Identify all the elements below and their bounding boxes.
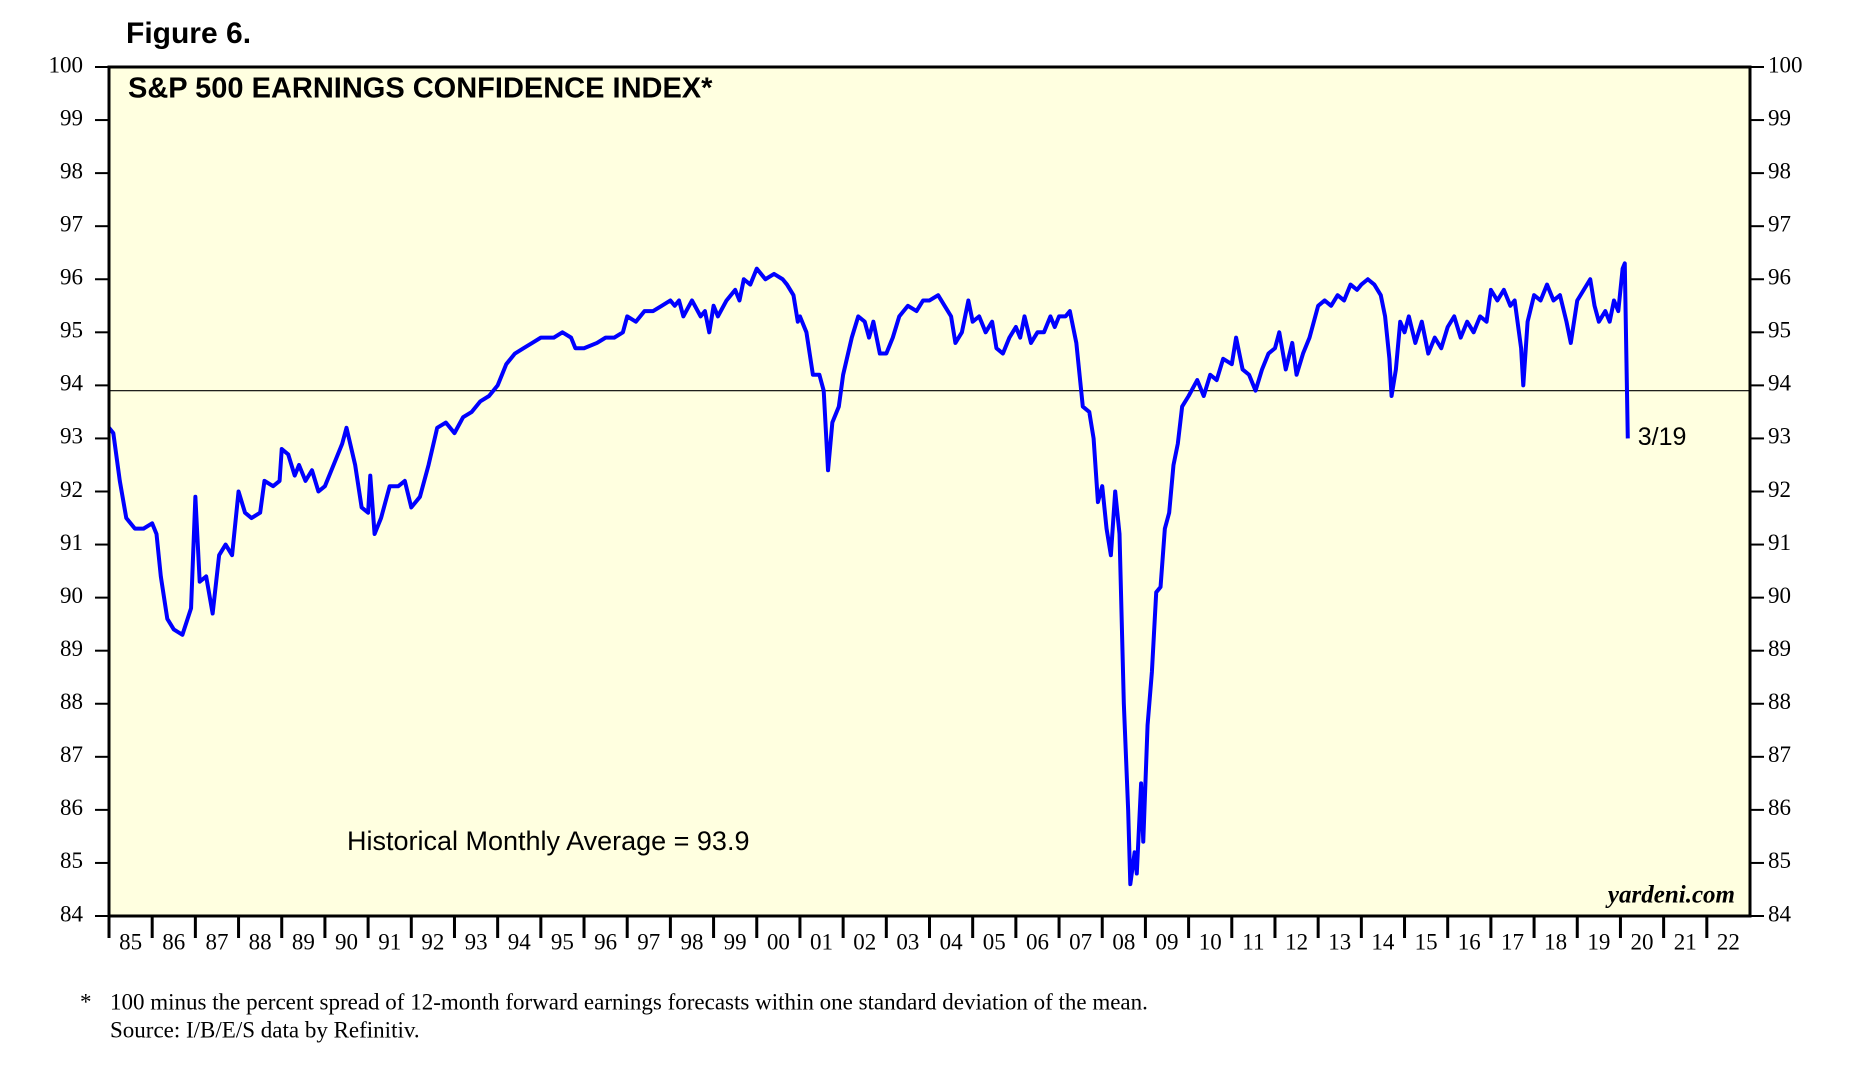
y-tick-label: 98 bbox=[60, 158, 83, 183]
y-tick-label: 92 bbox=[60, 477, 83, 502]
y-tick-label: 86 bbox=[60, 795, 83, 820]
x-tick-label: 20 bbox=[1631, 929, 1654, 954]
x-tick-label: 96 bbox=[594, 929, 617, 954]
y-tick-label: 97 bbox=[60, 211, 83, 236]
chart-title: S&P 500 EARNINGS CONFIDENCE INDEX* bbox=[128, 73, 713, 105]
y2-tick-label: 86 bbox=[1768, 795, 1791, 820]
x-tick-label: 22 bbox=[1717, 929, 1740, 954]
x-tick-label: 00 bbox=[767, 929, 790, 954]
footnote: 100 minus the percent spread of 12-month… bbox=[110, 989, 1148, 1014]
x-tick-label: 97 bbox=[637, 929, 660, 954]
x-tick-label: 01 bbox=[810, 929, 833, 954]
y-tick-label: 88 bbox=[60, 689, 83, 714]
y2-tick-label: 95 bbox=[1768, 318, 1791, 343]
y2-tick-label: 91 bbox=[1768, 530, 1791, 555]
y-tick-label: 89 bbox=[60, 636, 83, 661]
x-tick-label: 10 bbox=[1199, 929, 1222, 954]
reference-label: Historical Monthly Average = 93.9 bbox=[347, 826, 749, 856]
plot-frame bbox=[107, 65, 1752, 918]
x-tick-label: 98 bbox=[680, 929, 703, 954]
x-tick-label: 09 bbox=[1156, 929, 1179, 954]
x-tick-label: 91 bbox=[378, 929, 401, 954]
y2-tick-label: 92 bbox=[1768, 477, 1791, 502]
y-tick-label: 90 bbox=[60, 583, 83, 608]
x-tick-label: 92 bbox=[421, 929, 444, 954]
x-tick-label: 04 bbox=[940, 929, 964, 954]
y2-tick-label: 99 bbox=[1768, 105, 1791, 130]
y2-tick-label: 87 bbox=[1768, 742, 1791, 767]
x-tick-label: 11 bbox=[1242, 929, 1264, 954]
y2-tick-label: 100 bbox=[1768, 52, 1803, 77]
x-tick-label: 85 bbox=[119, 929, 142, 954]
figure-label: Figure 6. bbox=[126, 17, 251, 50]
x-tick-label: 12 bbox=[1285, 929, 1308, 954]
source: Source: I/B/E/S data by Refinitiv. bbox=[110, 1017, 420, 1042]
x-tick-label: 89 bbox=[292, 929, 315, 954]
y-tick-label: 94 bbox=[60, 371, 84, 396]
x-tick-label: 16 bbox=[1458, 929, 1481, 954]
watermark: yardeni.com bbox=[1605, 882, 1735, 909]
data-line bbox=[107, 261, 1630, 887]
y-tick-label: 95 bbox=[60, 318, 83, 343]
y2-tick-label: 93 bbox=[1768, 424, 1791, 449]
y2-tick-label: 88 bbox=[1768, 689, 1791, 714]
x-tick-label: 13 bbox=[1328, 929, 1351, 954]
y2-tick-label: 97 bbox=[1768, 211, 1791, 236]
x-tick-label: 14 bbox=[1371, 929, 1395, 954]
x-tick-label: 19 bbox=[1587, 929, 1610, 954]
footnote-marker: * bbox=[80, 989, 92, 1014]
x-tick-label: 05 bbox=[983, 929, 1006, 954]
y-tick-label: 84 bbox=[60, 901, 84, 926]
y-tick-label: 91 bbox=[60, 530, 83, 555]
y2-tick-label: 89 bbox=[1768, 636, 1791, 661]
y-tick-label: 96 bbox=[60, 265, 83, 290]
end-label: 3/19 bbox=[1638, 423, 1687, 451]
y-tick-label: 85 bbox=[60, 848, 83, 873]
x-tick-label: 99 bbox=[724, 929, 747, 954]
x-tick-label: 88 bbox=[249, 929, 272, 954]
y2-tick-label: 96 bbox=[1768, 265, 1791, 290]
x-tick-label: 08 bbox=[1112, 929, 1135, 954]
x-tick-label: 15 bbox=[1415, 929, 1438, 954]
x-tick-label: 17 bbox=[1501, 929, 1524, 954]
x-tick-label: 02 bbox=[853, 929, 876, 954]
x-tick-label: 87 bbox=[205, 929, 228, 954]
x-tick-label: 18 bbox=[1544, 929, 1567, 954]
y2-tick-label: 84 bbox=[1768, 901, 1792, 926]
x-tick-label: 03 bbox=[896, 929, 919, 954]
y-tick-label: 93 bbox=[60, 424, 83, 449]
x-tick-label: 06 bbox=[1026, 929, 1049, 954]
y-tick-label: 87 bbox=[60, 742, 83, 767]
x-tick-label: 94 bbox=[508, 929, 532, 954]
y2-tick-label: 98 bbox=[1768, 158, 1791, 183]
x-tick-label: 86 bbox=[162, 929, 185, 954]
y2-tick-label: 85 bbox=[1768, 848, 1791, 873]
x-tick-label: 07 bbox=[1069, 929, 1092, 954]
y2-tick-label: 90 bbox=[1768, 583, 1791, 608]
x-tick-label: 93 bbox=[465, 929, 488, 954]
x-tick-label: 90 bbox=[335, 929, 358, 954]
y-tick-label: 99 bbox=[60, 105, 83, 130]
plot-background bbox=[109, 67, 1750, 916]
y2-tick-label: 94 bbox=[1768, 371, 1792, 396]
x-tick-label: 95 bbox=[551, 929, 574, 954]
x-tick-label: 21 bbox=[1674, 929, 1697, 954]
y-tick-label: 100 bbox=[49, 52, 84, 77]
